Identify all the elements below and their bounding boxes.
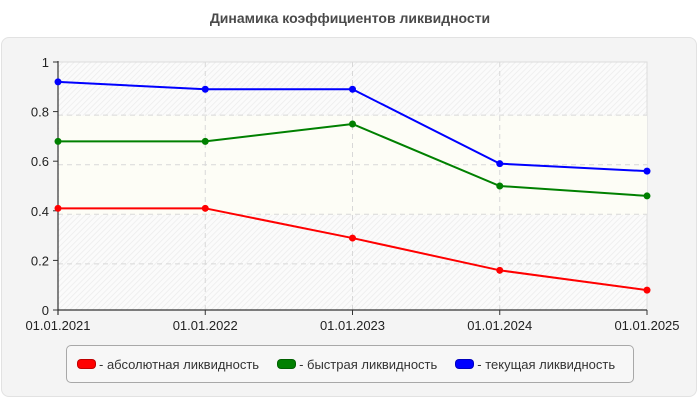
legend-swatch-red-icon	[77, 359, 96, 369]
data-point[interactable]	[201, 85, 209, 93]
data-point[interactable]	[201, 204, 209, 212]
data-point[interactable]	[349, 85, 356, 93]
chart-title: Динамика коэффициентов ликвидности	[209, 10, 491, 26]
x-tick-label: 01.01.2025	[614, 318, 679, 333]
y-tick-label: 0.6	[31, 154, 49, 169]
legend-label: - быстрая ликвидность	[299, 356, 438, 372]
x-tick-label: 01.01.2023	[320, 318, 385, 333]
legend-label: - абсолютная ликвидность	[99, 356, 260, 372]
y-tick-label: 0.8	[31, 105, 49, 120]
x-tick-label: 01.01.2024	[467, 318, 532, 333]
data-point[interactable]	[643, 286, 651, 294]
data-point[interactable]	[643, 192, 651, 200]
data-point[interactable]	[643, 167, 651, 175]
x-tick-label: 01.01.2021	[25, 318, 90, 333]
data-series	[54, 78, 651, 294]
legend-item-absolute: - абсолютная ликвидность	[77, 357, 259, 372]
data-point[interactable]	[54, 78, 62, 86]
y-tick-label: 1	[42, 55, 49, 70]
x-tick-label: 01.01.2022	[173, 318, 238, 333]
grid-lines	[58, 62, 647, 310]
data-point[interactable]	[54, 204, 62, 212]
data-point[interactable]	[349, 120, 356, 128]
axes: 0 0.2 0.4 0.6 0.8 1 01.01.2021 01.01.2022 01.01.…	[25, 55, 679, 333]
y-tick-label: 0.2	[31, 253, 49, 268]
data-point[interactable]	[201, 137, 209, 145]
data-point[interactable]	[349, 234, 356, 242]
legend-swatch-green-icon	[277, 359, 297, 369]
y-tick-label: 0	[42, 303, 49, 318]
legend-swatch-blue-icon	[455, 359, 475, 369]
data-point[interactable]	[54, 137, 62, 145]
data-point[interactable]	[496, 182, 504, 190]
legend-label: - текущая ликвидность	[477, 356, 616, 372]
data-point[interactable]	[496, 266, 504, 274]
legend: - абсолютная ликвидность - быстрая ликви…	[66, 345, 634, 383]
legend-item-quick: - быстрая ликвидность	[277, 357, 437, 372]
legend-item-current: - текущая ликвидность	[455, 357, 615, 372]
y-tick-label: 0.4	[31, 204, 49, 219]
data-point[interactable]	[496, 160, 504, 168]
